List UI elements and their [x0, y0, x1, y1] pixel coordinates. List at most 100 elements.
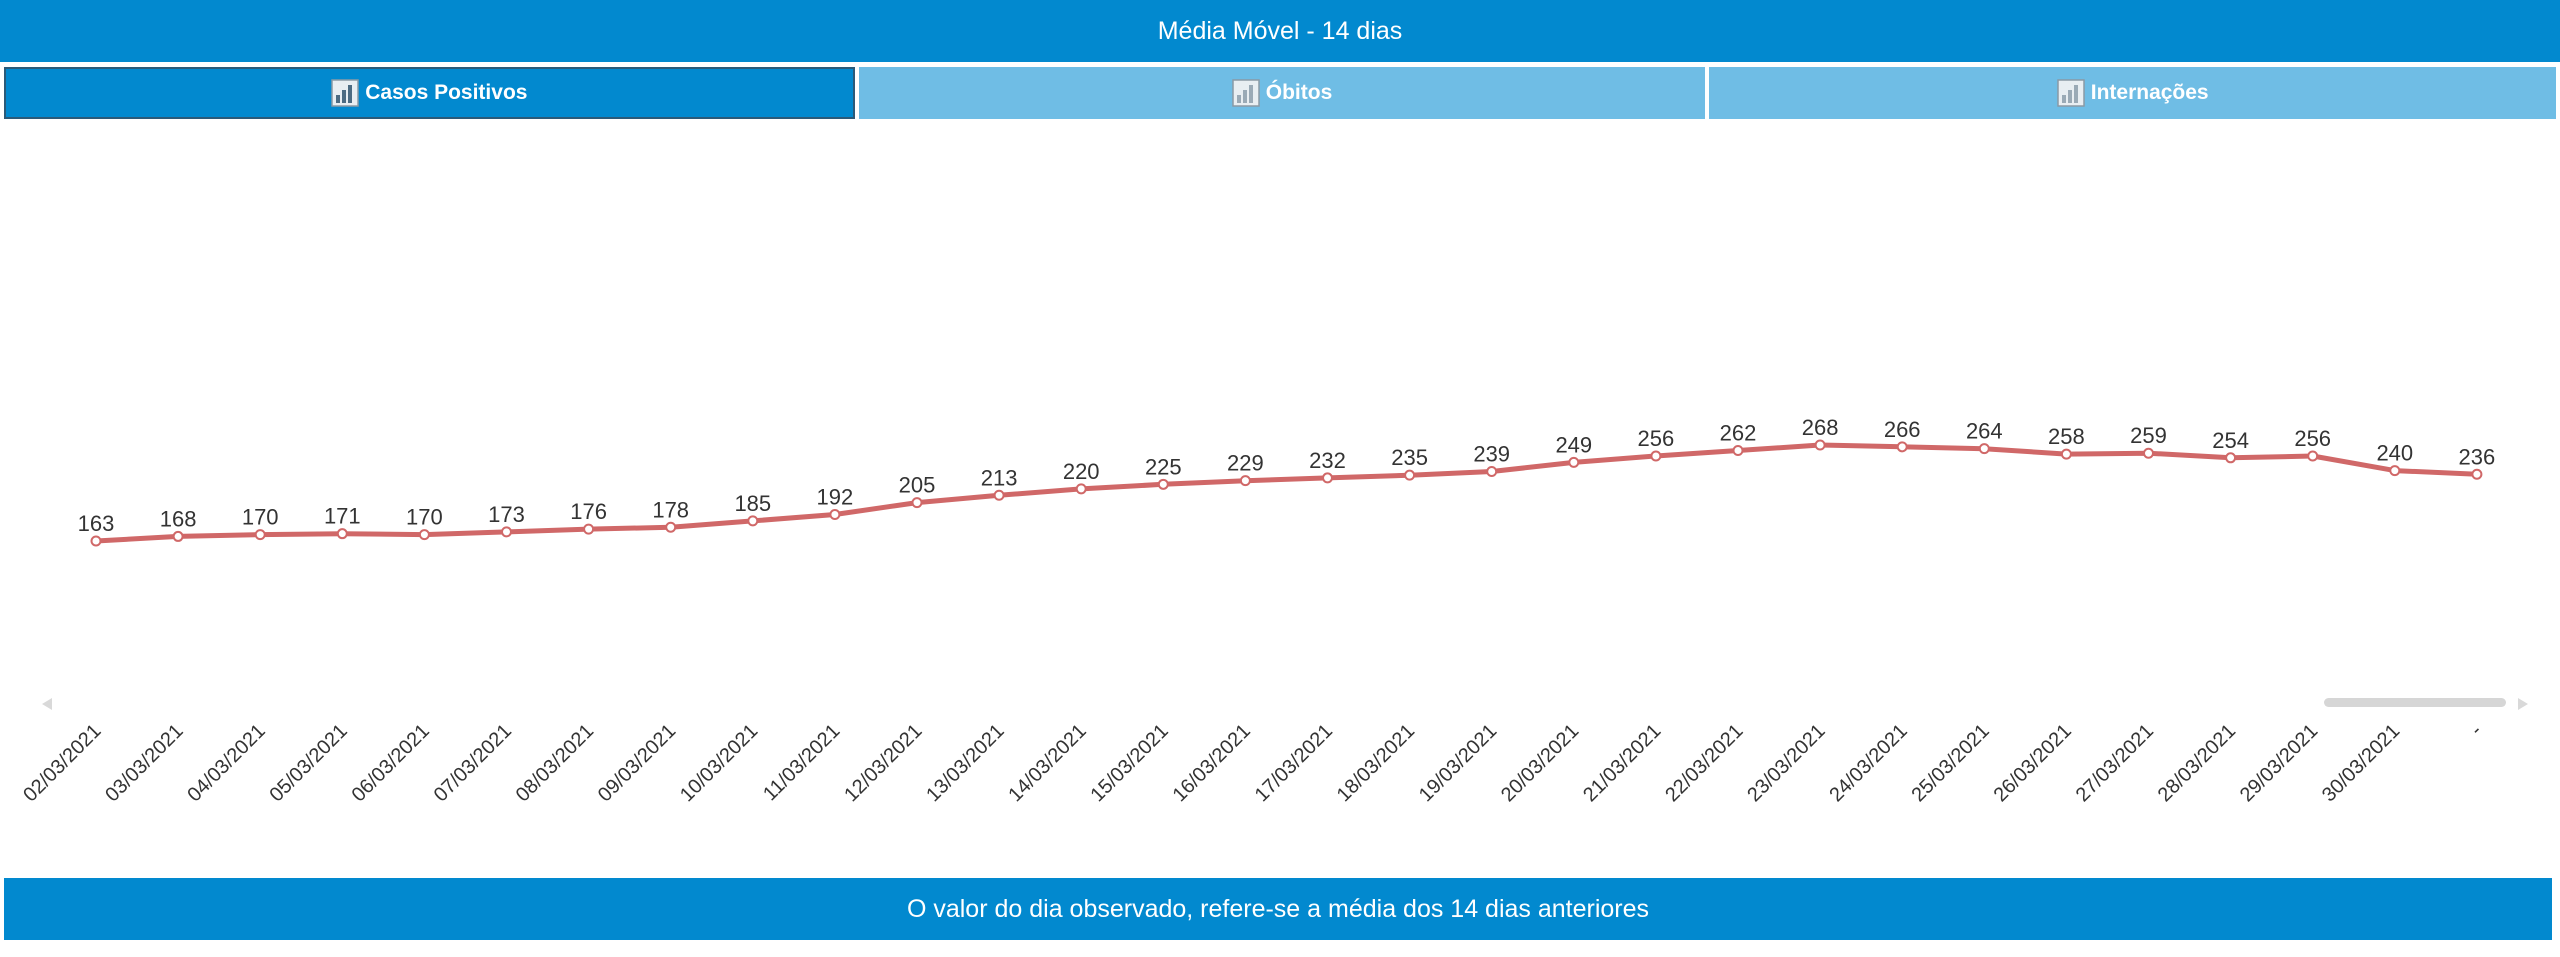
- data-point[interactable]: [1732, 444, 1744, 456]
- data-label: 176: [570, 499, 607, 524]
- data-point[interactable]: [911, 497, 923, 509]
- chart-area: 163 168 170 171 170 173 176 178 185 192 205 213 220 2…: [0, 120, 2560, 877]
- data-point[interactable]: [2307, 450, 2319, 462]
- data-point[interactable]: [418, 529, 430, 541]
- x-tick-label: 19/03/2021: [1415, 720, 1501, 806]
- tab-casos-positivos[interactable]: Casos Positivos: [4, 67, 855, 119]
- data-point[interactable]: [2060, 448, 2072, 460]
- x-tick-label: 16/03/2021: [1169, 720, 1255, 806]
- data-label: 249: [1555, 432, 1592, 457]
- line-chart: 163 168 170 171 170 173 176 178 185 192 205 213 220 2…: [19, 415, 2528, 806]
- bar-chart-icon: [1232, 79, 1260, 107]
- x-tick-label: 13/03/2021: [922, 720, 1008, 806]
- x-tick-label: 14/03/2021: [1004, 720, 1090, 806]
- x-tick-label: 27/03/2021: [2072, 720, 2158, 806]
- x-tick-label: 17/03/2021: [1251, 720, 1337, 806]
- tab-label: Internações: [2090, 81, 2209, 104]
- data-label: 256: [2294, 426, 2331, 451]
- data-label: 163: [78, 511, 115, 536]
- data-label: 178: [652, 497, 689, 522]
- data-point[interactable]: [583, 523, 595, 535]
- data-label: 258: [2048, 424, 2085, 449]
- scrollbar-thumb[interactable]: [2324, 698, 2506, 707]
- data-point[interactable]: [336, 528, 348, 540]
- data-point[interactable]: [254, 529, 266, 541]
- x-tick-label: 23/03/2021: [1743, 720, 1829, 806]
- data-point[interactable]: [993, 489, 1005, 501]
- data-point[interactable]: [1157, 478, 1169, 490]
- x-tick-label: 18/03/2021: [1333, 720, 1419, 806]
- x-tick-label: 29/03/2021: [2236, 720, 2322, 806]
- data-point[interactable]: [1814, 439, 1826, 451]
- data-label: 239: [1473, 442, 1510, 467]
- x-tick-label: 20/03/2021: [1497, 720, 1583, 806]
- scroll-left-icon[interactable]: [42, 698, 52, 710]
- tab-internacoes[interactable]: Internações: [1709, 67, 2557, 119]
- data-label: 171: [324, 504, 361, 529]
- data-point[interactable]: [829, 508, 841, 520]
- data-label: 262: [1720, 420, 1757, 445]
- x-tick-label: 08/03/2021: [512, 720, 598, 806]
- data-point[interactable]: [501, 526, 512, 538]
- x-tick-label: 05/03/2021: [265, 720, 351, 806]
- data-label: 170: [242, 505, 279, 530]
- data-label: 185: [734, 491, 771, 516]
- page-title: Média Móvel - 14 dias: [1157, 16, 1403, 45]
- data-point[interactable]: [665, 521, 677, 533]
- footer-note: O valor do dia observado, refere-se a mé…: [906, 894, 1650, 923]
- data-point[interactable]: [1568, 456, 1580, 468]
- x-tick-label: 06/03/2021: [348, 720, 434, 806]
- data-label: 268: [1802, 415, 1839, 440]
- x-tick-label: 24/03/2021: [1825, 720, 1911, 806]
- data-point[interactable]: [1404, 469, 1416, 481]
- data-point[interactable]: [1978, 443, 1990, 455]
- tab-bar: Casos Positivos Óbitos Internações: [4, 67, 2557, 119]
- x-tick-label: -: [2466, 720, 2486, 740]
- x-tick-label: 26/03/2021: [1990, 720, 2076, 806]
- chart-title-bar: Média Móvel - 14 dias: [0, 0, 2560, 62]
- data-label: 254: [2212, 428, 2249, 453]
- x-tick-label: 21/03/2021: [1579, 720, 1665, 806]
- data-label: 173: [488, 502, 525, 527]
- data-label: 240: [2376, 441, 2413, 466]
- data-point[interactable]: [2225, 452, 2237, 464]
- data-point[interactable]: [90, 535, 102, 547]
- bar-chart-icon: [2056, 79, 2085, 107]
- x-tick-label: 15/03/2021: [1086, 720, 1172, 806]
- data-label: 264: [1966, 419, 2003, 444]
- data-point[interactable]: [1896, 441, 1908, 453]
- bar-chart-icon: [331, 79, 359, 107]
- data-point[interactable]: [1486, 466, 1498, 478]
- data-point[interactable]: [172, 530, 184, 542]
- data-point[interactable]: [1239, 475, 1251, 487]
- data-label: 225: [1145, 454, 1182, 479]
- data-label: 232: [1309, 448, 1346, 473]
- data-label: 229: [1227, 451, 1264, 476]
- data-point[interactable]: [2143, 447, 2154, 459]
- data-label: 205: [899, 473, 936, 498]
- tab-obitos[interactable]: Óbitos: [858, 67, 1706, 119]
- data-point[interactable]: [1650, 450, 1662, 462]
- x-tick-label: 25/03/2021: [1907, 720, 1993, 806]
- data-label: 266: [1884, 417, 1921, 442]
- data-point[interactable]: [1322, 472, 1333, 484]
- x-tick-label: 22/03/2021: [1661, 720, 1747, 806]
- scroll-right-icon[interactable]: [2518, 698, 2528, 710]
- x-tick-label: 10/03/2021: [676, 720, 762, 806]
- data-label: 168: [160, 506, 197, 531]
- data-label: 235: [1391, 445, 1428, 470]
- data-point[interactable]: [2471, 468, 2483, 480]
- data-point[interactable]: [2389, 465, 2401, 477]
- data-point[interactable]: [747, 515, 759, 527]
- data-label: 256: [1638, 426, 1675, 451]
- x-tick-label: 12/03/2021: [840, 720, 926, 806]
- data-label: 259: [2130, 423, 2167, 448]
- tab-label: Casos Positivos: [365, 81, 528, 104]
- series-line: [95, 442, 2478, 544]
- x-tick-label: 04/03/2021: [183, 720, 269, 806]
- x-tick-label: 11/03/2021: [759, 720, 844, 805]
- data-point[interactable]: [1075, 483, 1087, 495]
- data-label: 236: [2459, 444, 2496, 469]
- data-label: 220: [1063, 459, 1100, 484]
- x-tick-label: 30/03/2021: [2318, 720, 2404, 806]
